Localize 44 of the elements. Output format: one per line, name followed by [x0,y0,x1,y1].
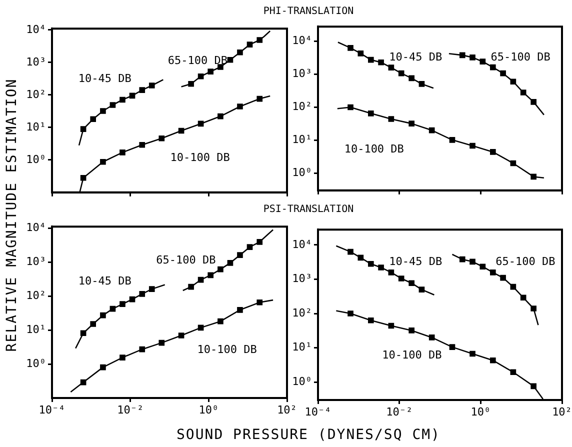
x-tick-label: 10⁰ [470,405,491,418]
x-tick-label: 10² [277,403,297,416]
series-label: 65-100 DB [490,50,551,64]
series-label: 10-45 DB [389,50,442,64]
text: PHI-TRANSLATION [262,6,355,17]
y-tick-label: 10⁰ [26,152,46,166]
x-tick-label: 10⁻⁴ [38,403,66,416]
series-label: 10-100 DB [170,150,230,164]
series-label: 65-100 DB [168,54,228,68]
series-label: 10-45 DB [78,274,132,288]
y-tick-label: 10³ [26,55,46,68]
y-tick-label: 10³ [292,272,312,286]
series-label: 10-100 DB [344,142,404,156]
x-tick-label: 10⁻² [117,403,144,416]
x-tick-label: 10⁻² [386,405,413,418]
y-tick-label: 10² [292,306,312,320]
x-tick-label: 10⁻⁴ [304,405,332,418]
y-tick-label: 10¹ [26,322,46,336]
y-tick-label: 10⁴ [26,220,46,234]
y-tick-label: 10¹ [292,133,312,146]
x-tick-label: 10⁰ [198,403,219,416]
series-label: 65-100 DB [156,254,216,267]
y-tick-label: 10⁴ [26,22,46,36]
y-tick-label: 10⁴ [292,238,312,251]
y-tick-label: 10³ [26,254,46,268]
series-label: 65-100 DB [496,254,556,268]
series-label: 10-100 DB [197,342,258,356]
y-tick-label: 10⁴ [292,34,312,48]
x-tick-label: 10² [552,405,572,418]
y-tick-label: 10² [26,288,46,302]
y-axis-title: RELATIVE MAGNITUDE ESTIMATION [4,78,20,352]
series-label: 10-100 DB [382,348,442,362]
y-tick-label: 10¹ [26,120,46,134]
y-tick-label: 10⁰ [292,166,312,180]
y-tick-label: 10¹ [292,340,312,354]
text: PSI-TRANSLATION [262,204,355,215]
y-tick-label: 10⁰ [26,356,46,370]
y-tick-label: 10² [26,88,46,101]
x-axis-title: SOUND PRESSURE (DYNES/SQ CM) [175,427,442,443]
y-tick-label: 10³ [292,67,312,80]
y-tick-label: 10² [292,100,312,114]
series-label: 10-45 DB [78,72,132,86]
series-label: 10-45 DB [389,254,442,268]
y-tick-label: 10⁰ [292,374,312,388]
